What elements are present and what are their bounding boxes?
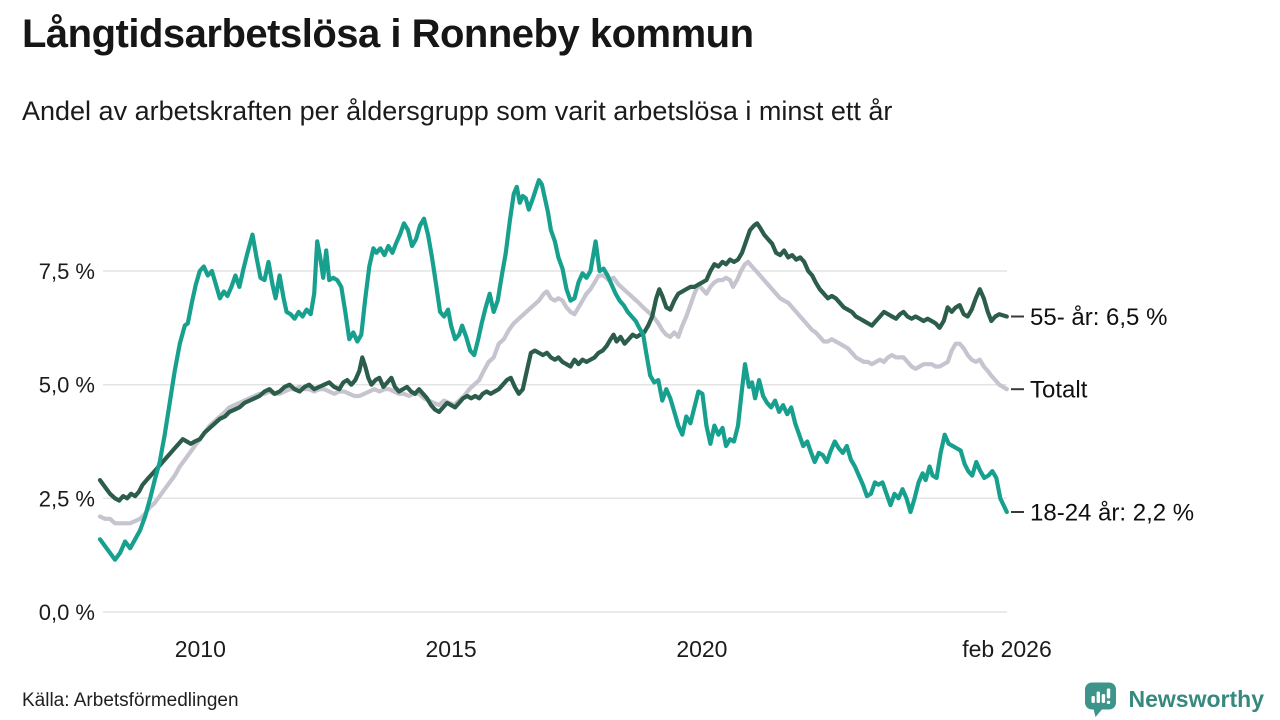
x-axis-tick-label: 2010: [175, 636, 226, 662]
series-end-label: 18-24 år: 2,2 %: [1030, 500, 1194, 527]
newsworthy-wordmark: Newsworthy: [1128, 686, 1264, 712]
chart-title: Långtidsarbetslösa i Ronneby kommun: [22, 12, 754, 56]
newsworthy-logo[interactable]: Newsworthy: [1082, 681, 1264, 718]
series-end-label: 55- år: 6,5 %: [1030, 304, 1167, 331]
series-line-totalt: [97, 259, 1009, 526]
chart-subtitle: Andel av arbetskraften per åldersgrupp s…: [22, 96, 893, 126]
x-axis-tick-label: feb 2026: [962, 636, 1052, 662]
series-end-label: Totalt: [1030, 377, 1088, 404]
source-label: Källa: Arbetsförmedlingen: [22, 690, 239, 711]
x-axis-tick-label: 2020: [676, 636, 727, 662]
y-axis-tick-label: 5,0 %: [39, 373, 95, 398]
newsworthy-icon: [1084, 682, 1116, 717]
y-axis-tick-label: 0,0 %: [39, 600, 95, 625]
series-line-55-ar: [97, 221, 1009, 503]
series-line-18-24-ar: [97, 178, 1009, 562]
y-axis-tick-label: 7,5 %: [39, 259, 95, 284]
y-axis-tick-label: 2,5 %: [39, 486, 95, 511]
x-axis-tick-label: 2015: [426, 636, 477, 662]
